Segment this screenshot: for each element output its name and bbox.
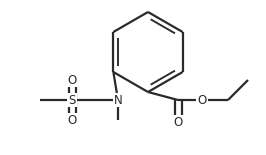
- Text: O: O: [67, 73, 77, 86]
- Text: O: O: [67, 113, 77, 126]
- Text: S: S: [68, 93, 76, 106]
- Text: N: N: [114, 93, 122, 106]
- Text: O: O: [197, 93, 207, 106]
- Text: O: O: [173, 115, 183, 128]
